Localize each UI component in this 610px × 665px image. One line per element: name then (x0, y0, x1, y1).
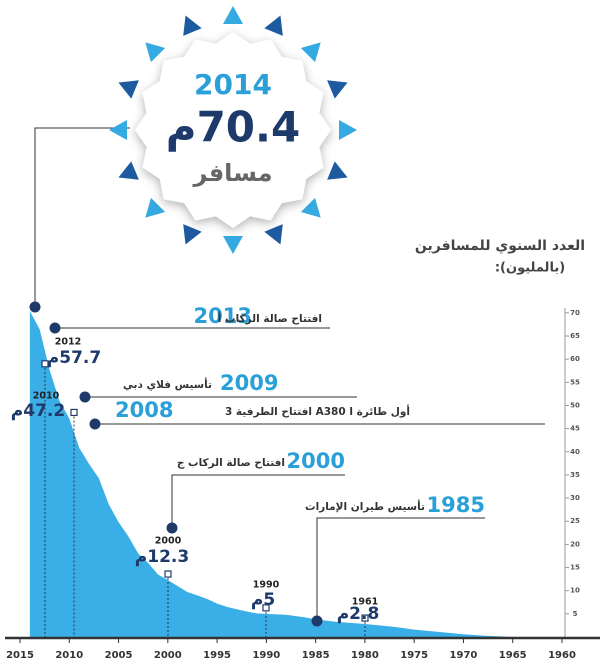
x-tick-label: 1965 (499, 650, 527, 661)
event-leader (316, 517, 485, 621)
event-text: افتتاح صالة الركاب ج (177, 457, 285, 469)
callout-value: 2.8م (337, 604, 380, 624)
event-year: 2009 (220, 371, 278, 395)
callout-marker (361, 614, 369, 622)
callout-marker (41, 360, 49, 368)
callout-year: 2012 (55, 337, 81, 348)
event-dot (311, 615, 323, 627)
y-tick-label: 20 (570, 540, 580, 548)
area (29, 311, 513, 637)
event-dot (166, 522, 178, 534)
badge-triangle (183, 224, 202, 245)
callout-year: 1990 (253, 580, 280, 591)
y-tick-label: 40 (570, 448, 580, 456)
badge-triangle (145, 197, 166, 218)
y-tick-label: 50 (570, 401, 580, 409)
badge-triangle (109, 120, 127, 140)
x-tick-label: 2005 (105, 650, 133, 661)
callout-value: 47.2م (11, 401, 65, 421)
y-axis-unit: (بالمليون): (495, 261, 565, 276)
badge-triangle (118, 80, 139, 99)
y-tick-label: 65 (570, 332, 580, 340)
y-tick-label: 10 (570, 587, 580, 595)
y-tick-label: 70 (570, 309, 580, 317)
event-year: 2008 (115, 398, 173, 422)
badge-triangle (223, 236, 243, 254)
y-tick-label: 60 (570, 355, 580, 363)
event-leader (171, 474, 345, 528)
badge-leader (34, 127, 130, 307)
x-tick-label: 1990 (252, 650, 280, 661)
x-tick-label: 1960 (548, 650, 576, 661)
x-tick-label: 2000 (154, 650, 182, 661)
callout-year: 2000 (155, 536, 182, 547)
y-tick-label: 5 (573, 610, 578, 618)
x-tick-label: 2010 (55, 650, 83, 661)
event-text: افتتاح صالة الركاب أ (218, 311, 322, 325)
callout-marker (164, 570, 172, 578)
badge-unit: مسافر (193, 159, 273, 187)
y-tick-label: 45 (570, 425, 580, 433)
badge-triangle (300, 197, 321, 218)
event-year: 2013 (194, 304, 252, 328)
callout-marker (262, 604, 270, 612)
x-tick-label: 1975 (400, 650, 428, 661)
callout-value: 57.7م (47, 348, 101, 368)
x-tick-label: 1970 (450, 650, 478, 661)
event-text: تأسيس فلاي دبي (123, 377, 212, 391)
badge-triangle (327, 80, 348, 99)
y-tick-label: 25 (570, 517, 580, 525)
x-tick-label: 1980 (351, 650, 379, 661)
badge-triangle (264, 15, 283, 36)
callout-year: 1961 (352, 597, 378, 608)
callout-year: 2010 (33, 391, 60, 402)
callout-value: 12.3م (135, 547, 189, 567)
x-tick-label: 1985 (302, 650, 330, 661)
badge-triangle (300, 42, 321, 63)
badge-year: 2014 (194, 68, 272, 101)
badge-triangle (223, 6, 243, 24)
badge-triangle (118, 161, 139, 180)
x-tick-label: 1995 (203, 650, 231, 661)
callout-value: 5م (251, 590, 275, 610)
badge-star (135, 32, 331, 228)
event-text: تأسيس طيران الإمارات (305, 499, 425, 513)
y-axis-title: العدد السنوي للمسافرين (415, 238, 585, 255)
callout-marker (70, 408, 78, 417)
event-year: 1985 (427, 493, 485, 517)
event-text: أول طائرة A380 l افتتاح الطرفية 3 (225, 404, 410, 418)
badge-triangle (183, 15, 202, 36)
event-dot (79, 391, 91, 403)
y-tick-label: 30 (570, 494, 580, 502)
badge-value: 70.4م (166, 103, 300, 153)
y-tick-label: 55 (570, 378, 580, 386)
y-tick-label: 35 (570, 471, 580, 479)
event-dot (49, 322, 61, 334)
badge-triangle (145, 42, 166, 63)
badge-triangle (264, 224, 283, 245)
badge-dot (29, 301, 41, 313)
event-year: 2000 (287, 449, 345, 473)
badge-triangle (327, 161, 348, 180)
badge-triangle (339, 120, 357, 140)
x-tick-label: 2015 (6, 650, 34, 661)
event-dot (89, 418, 101, 430)
y-tick-label: 15 (570, 564, 580, 572)
